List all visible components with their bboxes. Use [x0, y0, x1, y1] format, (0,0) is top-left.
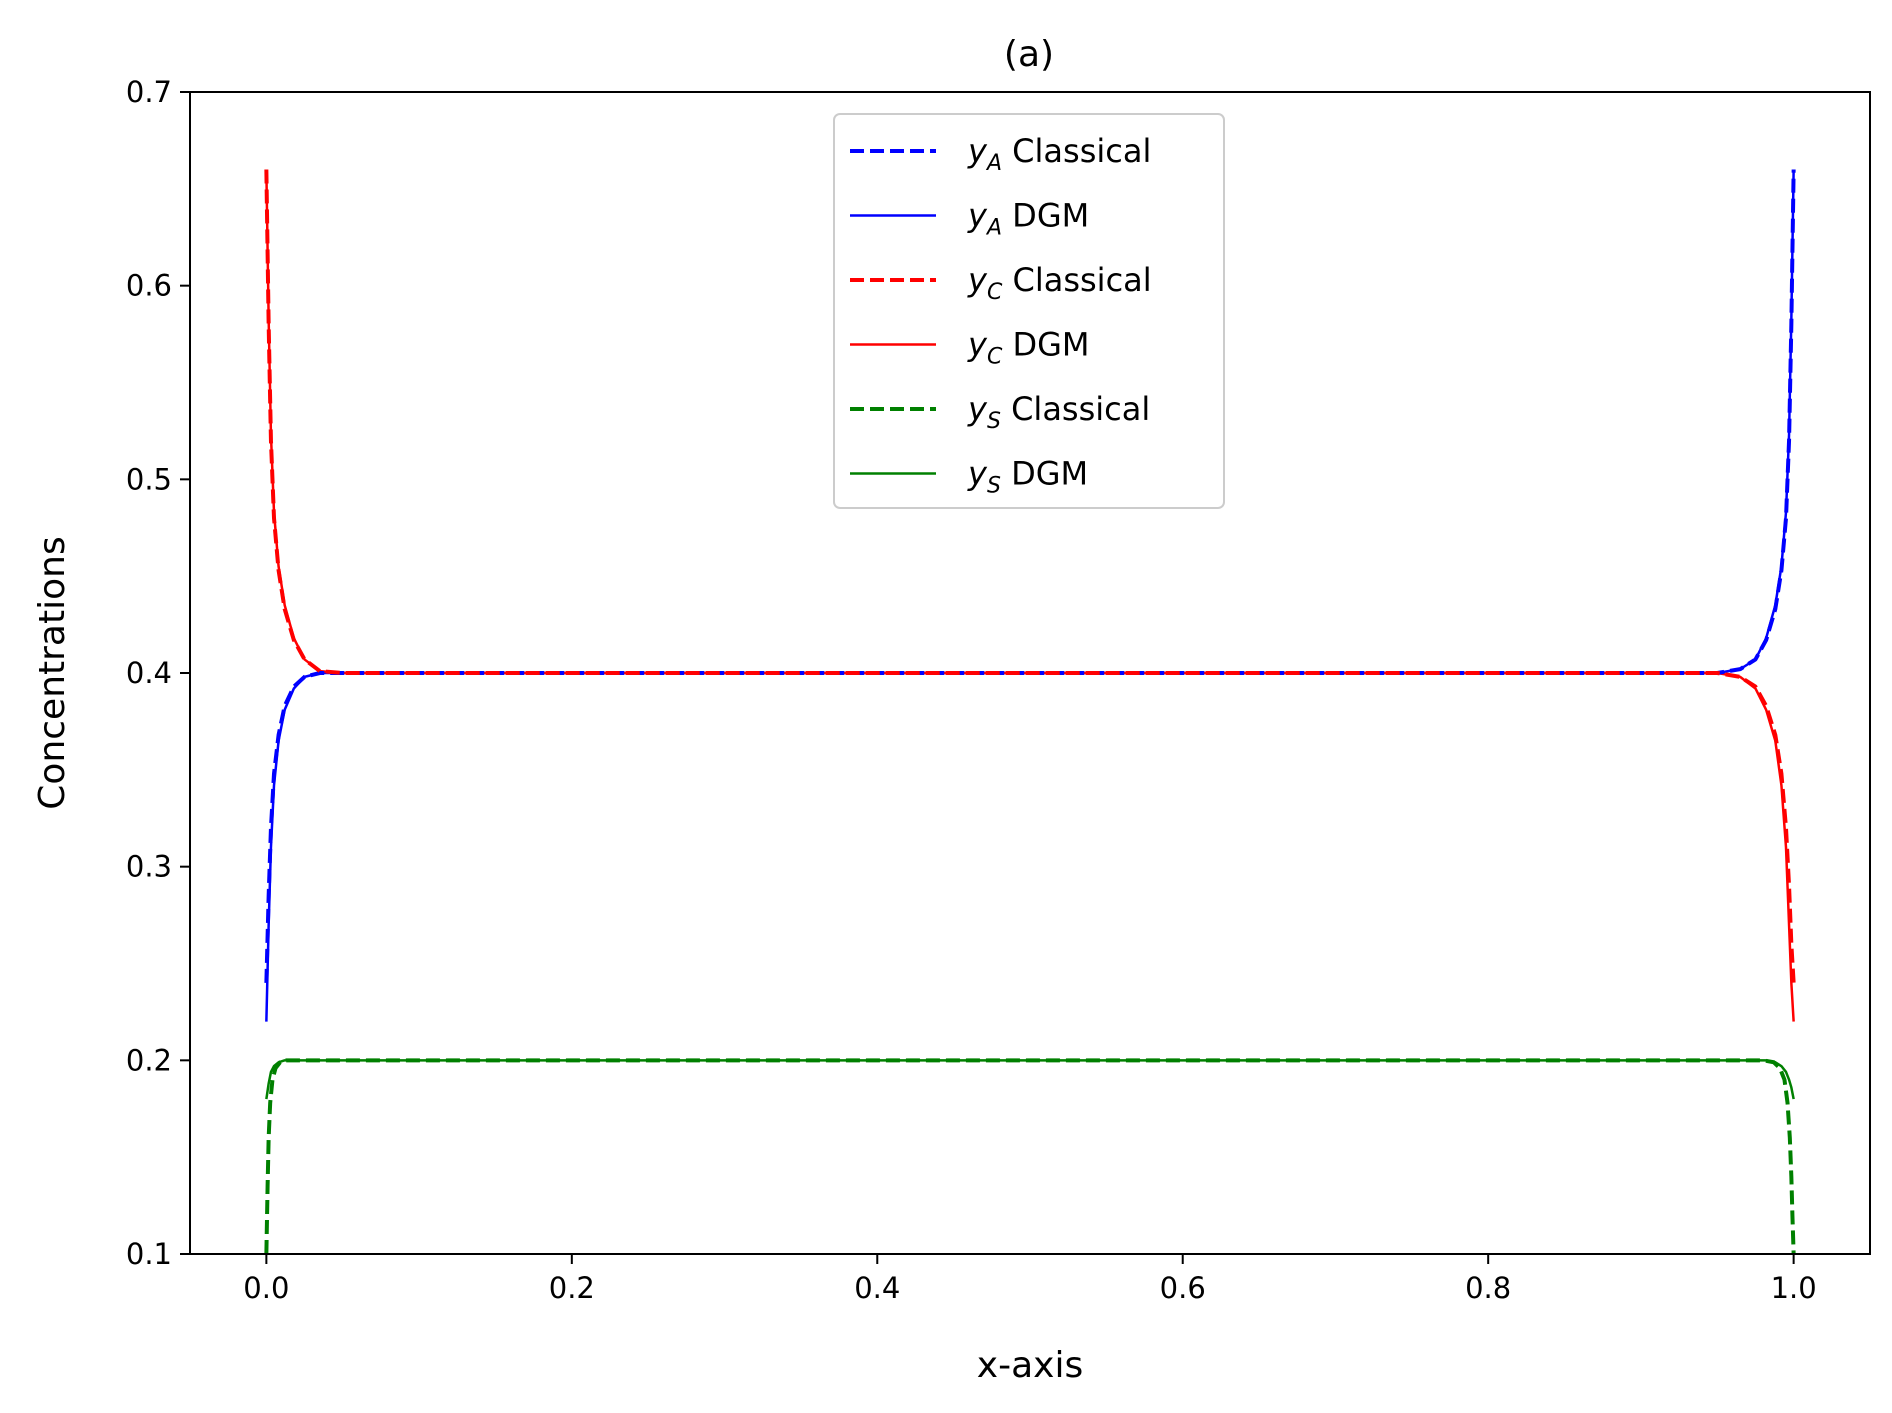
legend-label: yC DGM — [967, 326, 1090, 370]
legend-label: yS DGM — [967, 455, 1088, 499]
legend-box — [833, 113, 1225, 509]
x-tick-label: 0.6 — [1160, 1271, 1206, 1305]
y-tick-label: 0.2 — [126, 1043, 172, 1077]
legend-label: yA Classical — [967, 132, 1151, 176]
x-tick-label: 1.0 — [1771, 1271, 1817, 1305]
series-line — [264, 169, 1796, 983]
y-tick-label: 0.6 — [126, 269, 172, 303]
y-tick-label: 0.4 — [126, 656, 172, 690]
y-tick-label: 0.1 — [126, 1237, 172, 1271]
y-tick-label: 0.3 — [126, 850, 172, 884]
y-axis-label: Concentrations — [32, 536, 73, 809]
series-line — [264, 1058, 1796, 1254]
legend-label: yS Classical — [967, 390, 1150, 434]
legend-label: yC Classical — [967, 261, 1152, 305]
x-tick-label: 0.0 — [243, 1271, 289, 1305]
y-tick-label: 0.5 — [126, 462, 172, 496]
x-axis: 0.0 0.2 0.4 0.6 0.8 1.0 — [243, 1254, 1817, 1305]
x-axis-label: x-axis — [977, 1345, 1083, 1386]
y-axis: 0.1 0.2 0.3 0.4 0.5 0.6 0.7 — [126, 75, 190, 1271]
legend-label: yA DGM — [967, 197, 1089, 241]
legend: yA Classical yA DGM yC Classical yC DGM yS C… — [833, 113, 1225, 509]
series-line — [264, 169, 1796, 983]
x-tick-label: 0.4 — [854, 1271, 900, 1305]
series-layer — [264, 169, 1796, 1254]
plot-area — [189, 91, 1871, 1255]
x-tick-label: 0.8 — [1465, 1271, 1511, 1305]
chart-title: (a) — [1004, 34, 1054, 75]
x-tick-label: 0.2 — [549, 1271, 595, 1305]
y-tick-label: 0.7 — [126, 75, 172, 109]
